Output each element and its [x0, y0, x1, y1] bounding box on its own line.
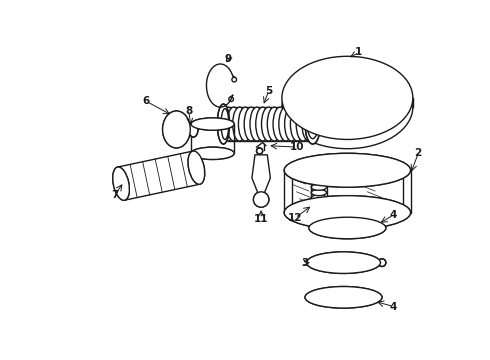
Ellipse shape [227, 107, 241, 141]
Ellipse shape [311, 189, 326, 196]
Text: 9: 9 [224, 54, 232, 64]
Ellipse shape [189, 122, 198, 137]
Text: 11: 11 [254, 214, 269, 224]
Ellipse shape [256, 107, 270, 141]
Ellipse shape [309, 217, 386, 239]
Circle shape [229, 97, 233, 102]
Ellipse shape [311, 200, 326, 206]
Ellipse shape [337, 91, 358, 105]
Ellipse shape [311, 206, 326, 212]
Ellipse shape [239, 107, 252, 141]
Text: 6: 6 [142, 96, 149, 106]
Ellipse shape [244, 107, 258, 141]
Ellipse shape [217, 104, 229, 144]
Ellipse shape [233, 107, 246, 141]
Ellipse shape [291, 108, 312, 122]
Ellipse shape [188, 151, 205, 184]
Text: 10: 10 [290, 142, 305, 152]
Text: 5: 5 [265, 86, 272, 96]
Ellipse shape [221, 107, 235, 141]
Text: 4: 4 [390, 210, 397, 220]
Ellipse shape [191, 118, 234, 130]
Circle shape [257, 148, 263, 154]
Ellipse shape [285, 107, 298, 141]
Ellipse shape [262, 107, 275, 141]
Text: 8: 8 [185, 106, 193, 116]
Text: 4: 4 [390, 302, 397, 311]
Ellipse shape [191, 147, 234, 159]
Ellipse shape [291, 107, 304, 141]
Ellipse shape [302, 107, 316, 141]
Text: 2: 2 [415, 148, 422, 158]
Ellipse shape [284, 196, 411, 230]
Ellipse shape [284, 153, 411, 187]
Ellipse shape [163, 111, 190, 148]
Ellipse shape [279, 107, 293, 141]
Text: 7: 7 [111, 190, 119, 200]
Text: 3: 3 [301, 258, 309, 267]
Ellipse shape [268, 107, 281, 141]
Ellipse shape [113, 167, 129, 200]
Circle shape [253, 192, 269, 207]
Ellipse shape [282, 56, 413, 139]
Ellipse shape [330, 87, 365, 109]
Ellipse shape [273, 107, 287, 141]
Circle shape [232, 77, 237, 82]
Ellipse shape [305, 287, 382, 308]
Ellipse shape [311, 184, 326, 190]
Ellipse shape [305, 104, 320, 144]
Circle shape [378, 259, 386, 266]
Ellipse shape [311, 195, 326, 201]
Ellipse shape [311, 173, 326, 180]
Ellipse shape [307, 252, 381, 274]
Ellipse shape [292, 158, 403, 183]
Ellipse shape [311, 179, 326, 185]
Text: 12: 12 [288, 213, 302, 223]
Text: 1: 1 [355, 48, 363, 58]
Polygon shape [252, 155, 270, 193]
Ellipse shape [250, 107, 264, 141]
Ellipse shape [291, 116, 312, 130]
Ellipse shape [296, 107, 310, 141]
